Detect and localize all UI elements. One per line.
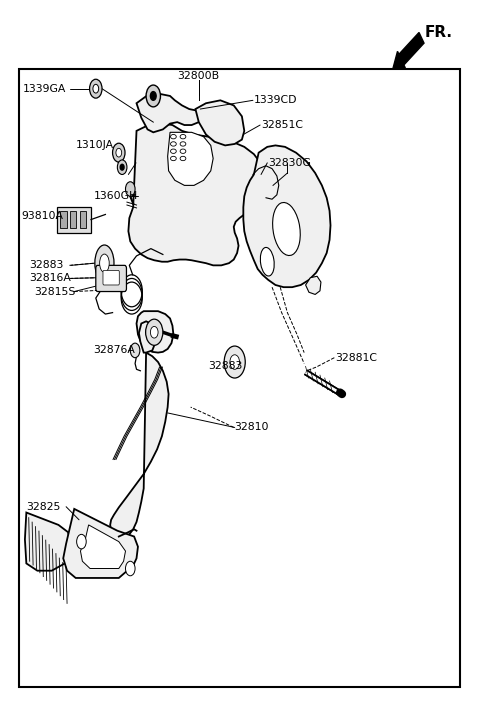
Circle shape [117,160,127,174]
Polygon shape [128,124,267,265]
Bar [19,69,460,687]
Text: 1360GH: 1360GH [93,191,137,201]
Ellipse shape [100,254,109,272]
Text: 1339CD: 1339CD [254,95,297,105]
Bar [80,211,86,228]
Polygon shape [195,100,244,145]
Circle shape [113,143,125,162]
Ellipse shape [273,203,300,255]
Polygon shape [25,513,71,571]
Circle shape [120,164,124,170]
Circle shape [125,561,135,576]
Text: 32883: 32883 [29,260,63,270]
Polygon shape [137,93,200,132]
Circle shape [224,346,245,378]
Circle shape [125,182,135,196]
Circle shape [146,319,163,345]
Text: 32851C: 32851C [261,120,303,130]
Text: 32876A: 32876A [93,345,135,356]
Bar [57,207,91,233]
Ellipse shape [95,245,114,281]
Bar [60,211,67,228]
Circle shape [150,326,158,338]
FancyArrow shape [393,33,424,69]
Text: 32830G: 32830G [268,158,311,168]
Polygon shape [63,509,138,578]
Circle shape [150,92,156,100]
Circle shape [146,85,160,107]
Circle shape [77,534,86,549]
Circle shape [230,355,240,369]
Polygon shape [243,145,331,287]
Bar [70,211,76,228]
Text: 93810A: 93810A [22,211,64,221]
Circle shape [130,343,140,358]
Text: FR.: FR. [425,25,453,40]
Ellipse shape [261,247,274,276]
Circle shape [90,79,102,98]
Circle shape [116,148,122,157]
Polygon shape [137,311,173,353]
Text: 32883: 32883 [208,361,243,371]
Polygon shape [110,353,169,537]
Text: 32816A: 32816A [30,273,71,284]
Polygon shape [139,321,156,353]
Polygon shape [80,525,125,569]
Polygon shape [306,276,321,294]
Text: 32825: 32825 [26,502,61,512]
Text: 32800B: 32800B [177,71,219,81]
Text: 32810: 32810 [235,422,269,433]
Circle shape [93,84,99,93]
Text: 1310JA: 1310JA [76,140,114,150]
Text: 1339GA: 1339GA [23,84,67,94]
Polygon shape [168,132,213,185]
FancyBboxPatch shape [103,270,119,285]
FancyBboxPatch shape [96,265,126,292]
Text: 32815S: 32815S [34,286,76,297]
Text: 32881C: 32881C [335,353,377,363]
